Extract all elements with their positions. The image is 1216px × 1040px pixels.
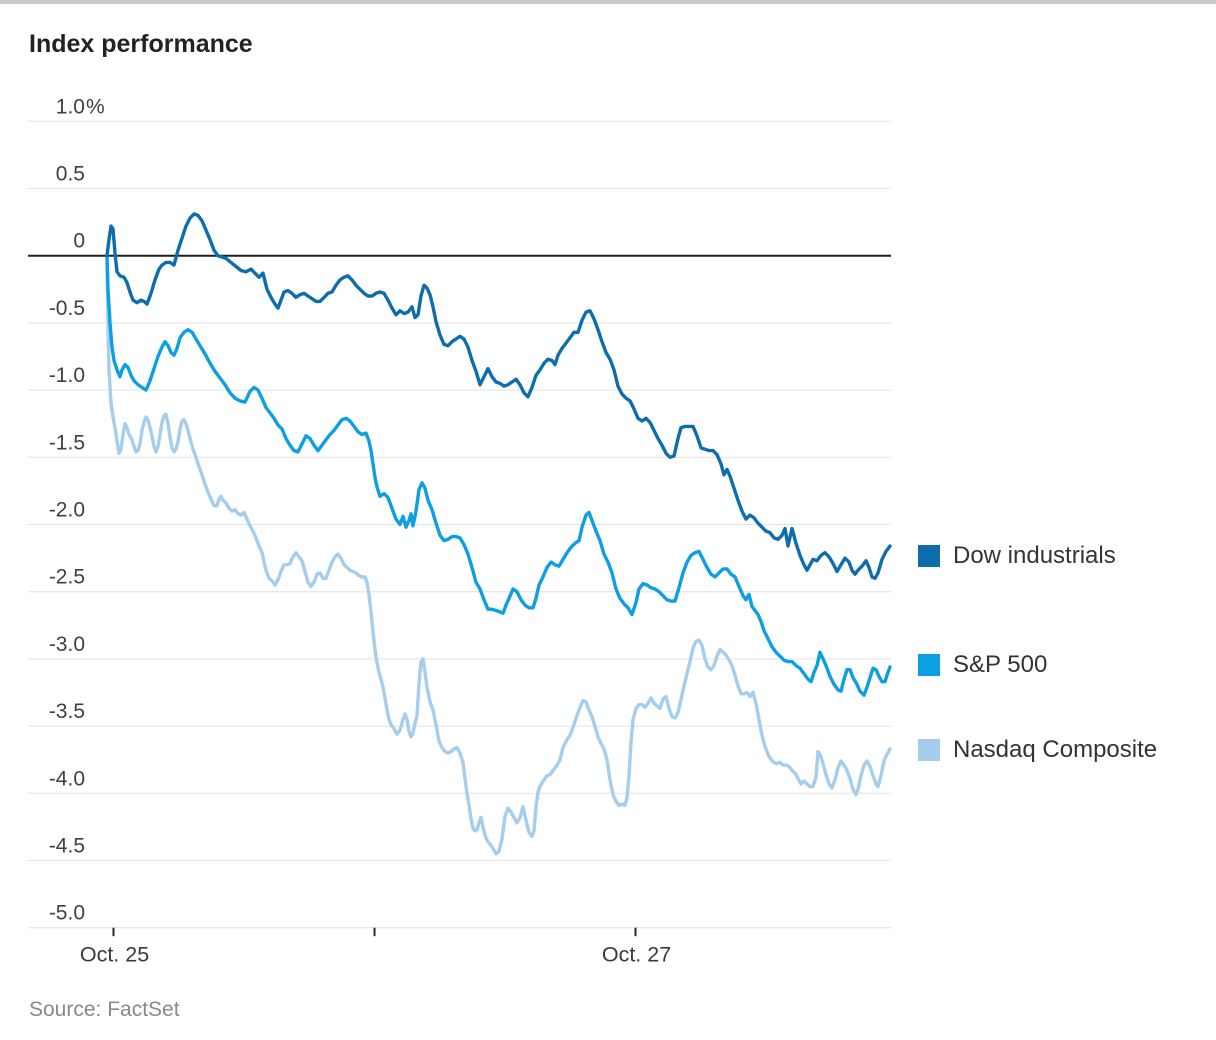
y-axis-tick-label: 1.0: [56, 95, 85, 118]
y-axis-tick-label: 0: [73, 230, 85, 253]
y-axis-tick-label: 0.5: [56, 163, 85, 186]
y-axis-tick-label: -3.5: [49, 700, 85, 723]
series-line-dow-industrials: [105, 212, 892, 580]
legend-item-nasdaq-composite: Nasdaq Composite: [918, 736, 1157, 764]
sp500-swatch: [918, 654, 940, 676]
legend-item-dow-industrials: Dow industrials: [918, 542, 1116, 570]
y-axis-tick-label: -4.5: [49, 835, 85, 858]
y-axis-tick-label: -0.5: [49, 297, 85, 320]
top-accent-bar: [0, 0, 1216, 4]
legend-label: Dow industrials: [953, 542, 1116, 569]
y-axis-tick-label: -5.0: [49, 902, 85, 925]
y-axis-tick-label: -1.5: [49, 431, 85, 454]
legend-item-sp500: S&P 500: [918, 651, 1047, 679]
series-line-s-p-500: [105, 253, 892, 697]
y-axis-tick-label: -3.0: [49, 633, 85, 656]
nasdaq-composite-swatch: [918, 739, 940, 761]
page-title: Index performance: [29, 30, 253, 58]
series-line-nasdaq-composite: [105, 260, 892, 856]
dow-industrials-swatch: [918, 545, 940, 567]
x-axis-tick-label: Oct. 27: [602, 943, 671, 967]
y-axis-tick-label: -1.0: [49, 364, 85, 387]
y-axis-tick-label: -2.5: [49, 566, 85, 589]
y-axis-tick-label: -2.0: [49, 499, 85, 522]
x-axis-tick-label: Oct. 25: [80, 943, 149, 967]
y-axis-unit-label: %: [86, 95, 105, 118]
legend-label: S&P 500: [953, 651, 1048, 678]
legend-label: Nasdaq Composite: [953, 736, 1158, 763]
y-axis-tick-label: -4.0: [49, 767, 85, 790]
source-note: Source: FactSet: [29, 998, 180, 1021]
